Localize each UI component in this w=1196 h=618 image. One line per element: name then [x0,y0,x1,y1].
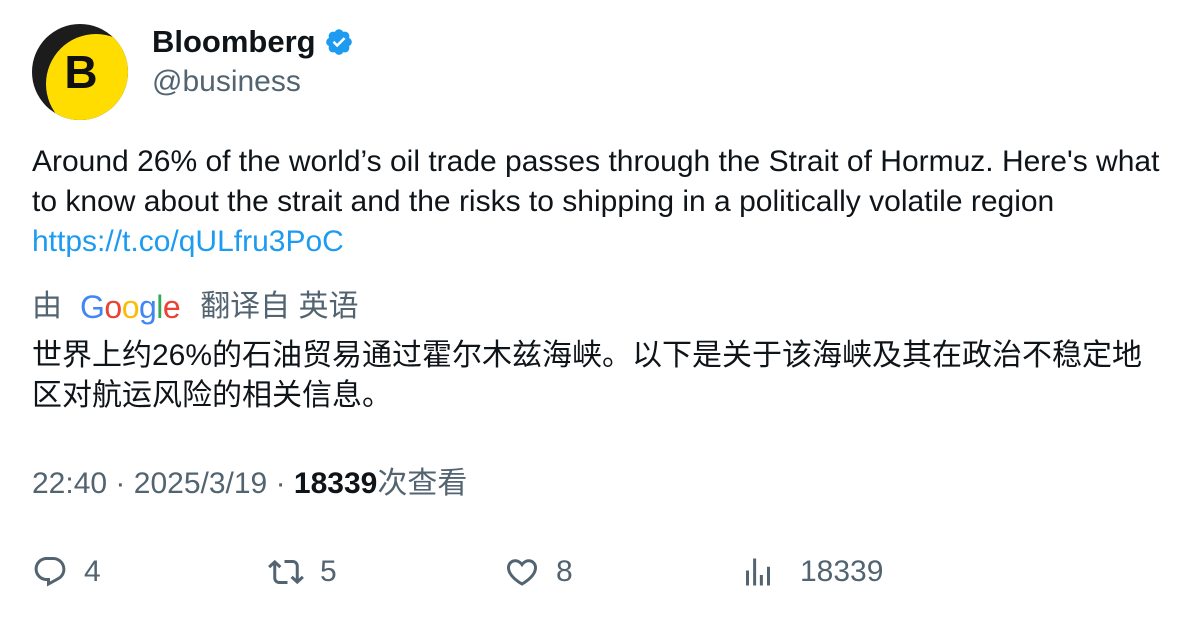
reply-icon [34,557,66,587]
views-button[interactable]: 18339 [740,552,883,592]
verified-badge-icon [325,29,352,55]
meta-separator: · [115,467,126,500]
retweet-count: 5 [320,555,337,588]
google-letter: g [138,289,157,325]
translated-text: 世界上约26%的石油贸易通过霍尔木兹海峡。以下是关于该海峡及其在政治不稳定地区对… [32,339,1143,412]
tweet-text: Around 26% of the world’s oil trade pass… [32,142,1172,262]
translation-prefix: 由 [32,290,62,323]
views-count: 18339 [293,467,378,500]
like-button[interactable]: 8 [504,552,573,592]
tweet-meta: 22:40 · 2025/3/19 · 18339次查看 [32,464,467,504]
google-letter: G [80,289,105,325]
tweet-time[interactable]: 22:40 [32,467,108,500]
like-count: 8 [556,555,573,588]
tweet-link[interactable]: https://t.co/qULfru3PoC [32,225,344,258]
display-name[interactable]: Bloomberg [152,24,316,59]
reply-button[interactable]: 4 [32,552,101,592]
retweet-icon [268,559,304,585]
google-letter: l [156,289,163,325]
tweet-body: Around 26% of the world’s oil trade pass… [32,145,1160,218]
action-bar: 4 5 8 18339 [32,552,1172,592]
author-name-row: Bloomberg [152,22,354,62]
translation-suffix: 翻译自 英语 [200,290,359,323]
avatar[interactable]: B [32,24,128,120]
google-letter: e [162,289,181,325]
views-action-count: 18339 [800,555,884,588]
avatar-background [46,34,128,120]
author-handle[interactable]: @business [152,65,301,98]
reply-count: 4 [84,555,101,588]
analytics-icon [746,558,770,586]
heart-icon [506,559,538,586]
retweet-button[interactable]: 5 [268,552,337,592]
avatar-letter: B [64,46,98,98]
tweet-date[interactable]: 2025/3/19 [133,467,268,500]
google-letter: o [104,289,122,325]
google-letter: o [121,289,140,325]
meta-separator: · [275,467,286,500]
views-label: 次查看 [377,467,468,500]
